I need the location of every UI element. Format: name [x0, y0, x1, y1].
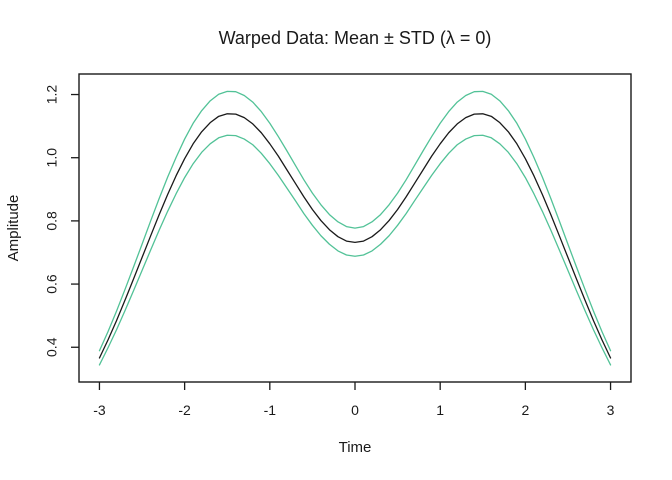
curves — [98, 90, 612, 366]
x-tick-label: 2 — [521, 402, 529, 418]
y-tick-label: 1.0 — [44, 148, 60, 168]
y-tick-label: 0.6 — [44, 274, 60, 294]
x-tick-label: -1 — [264, 402, 277, 418]
y-tick-label: 0.8 — [44, 211, 60, 231]
x-tick-label: 3 — [607, 402, 615, 418]
mean-plus-std-curve — [98, 90, 612, 352]
x-tick-label: 0 — [351, 402, 359, 418]
chart-title: Warped Data: Mean ± STD (λ = 0) — [219, 28, 492, 48]
y-tick-label: 1.2 — [44, 85, 60, 105]
y-axis-label: Amplitude — [5, 195, 22, 262]
mean-minus-std-curve — [98, 134, 612, 366]
y-tick-label: 0.4 — [44, 337, 60, 357]
x-tick-label: 1 — [436, 402, 444, 418]
x-tick-label: -3 — [93, 402, 106, 418]
mean-curve — [98, 113, 612, 359]
axis-ticks: -3 -2 -1 0 1 2 3 0.4 0.6 0.8 1.0 1.2 — [44, 85, 615, 418]
x-axis-label: Time — [339, 439, 372, 456]
x-tick-label: -2 — [178, 402, 191, 418]
